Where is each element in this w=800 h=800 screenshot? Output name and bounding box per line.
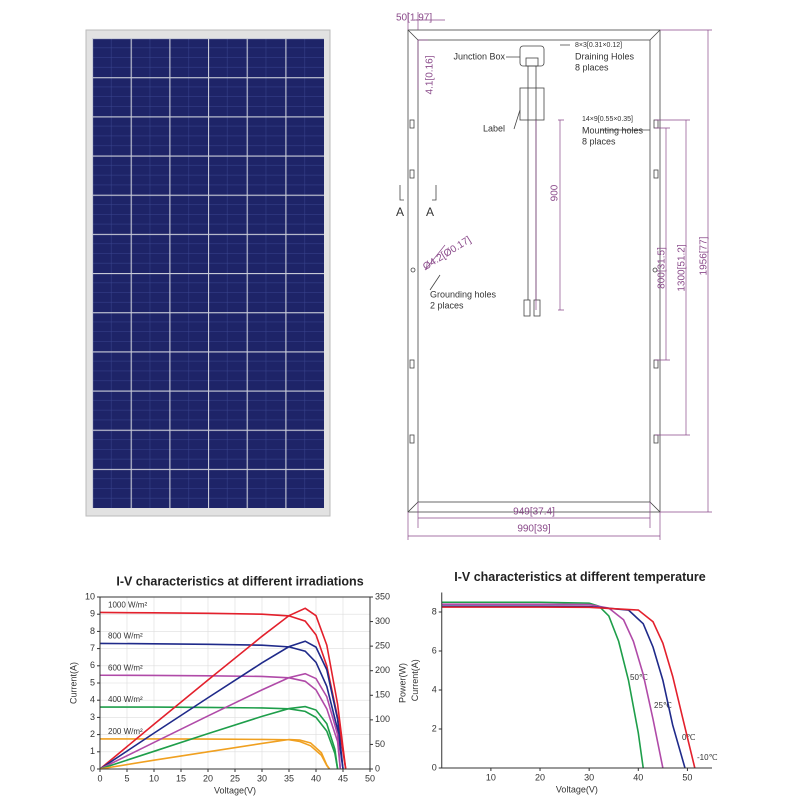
y2-tick-label: 350	[375, 591, 390, 601]
y-tick-label: 8	[90, 626, 95, 636]
x-tick-label: 35	[284, 773, 294, 783]
x-tick-label: 40	[311, 773, 321, 783]
y-tick-label: 2	[432, 723, 437, 733]
series-line	[99, 705, 339, 770]
x-tick-label: 10	[149, 773, 159, 783]
series-label: 50℃	[630, 673, 648, 682]
y-tick-label: 8	[432, 606, 437, 616]
y-axis-label: Current(A)	[410, 659, 420, 701]
x-tick-label: 20	[203, 773, 213, 783]
x-tick-label: 45	[338, 773, 348, 783]
y2-tick-label: 200	[375, 665, 390, 675]
x-tick-label: 30	[584, 772, 594, 782]
series-line	[99, 738, 331, 770]
series-label: 400 W/m²	[108, 695, 143, 704]
x-tick-label: 30	[257, 773, 267, 783]
y-tick-label: 4	[90, 695, 95, 705]
series-line	[99, 672, 342, 770]
callout: Junction Box	[453, 51, 505, 61]
y-tick-label: 10	[85, 591, 95, 601]
y-tick-label: 3	[90, 712, 95, 722]
y-tick-label: 2	[90, 729, 95, 739]
x-tick-label: 40	[633, 772, 643, 782]
series-line	[441, 606, 696, 769]
y2-axis-label: Power(W)	[397, 663, 407, 703]
series-line	[99, 674, 342, 770]
callout: 2 places	[430, 300, 464, 310]
series-line	[100, 738, 331, 770]
series-line	[99, 607, 347, 770]
y2-tick-label: 300	[375, 616, 390, 626]
dimension: 990[39]	[517, 524, 551, 535]
x-tick-label: 25	[230, 773, 240, 783]
dimension: 1956[77]	[699, 236, 710, 275]
y-tick-label: 0	[90, 763, 95, 773]
series-label: 25℃	[654, 701, 672, 710]
dimension: 4.1[0.16]	[425, 55, 436, 94]
x-tick-label: 50	[682, 772, 692, 782]
charts: I-V characteristics at different irradia…	[68, 570, 717, 796]
y-axis-label: Current(A)	[68, 662, 78, 704]
chart-title: I-V characteristics at different tempera…	[454, 570, 706, 584]
dimension: 50[1.97]	[396, 13, 432, 24]
y2-tick-label: 50	[375, 739, 385, 749]
plot-frame	[99, 596, 371, 770]
callout: Mounting holes	[582, 125, 644, 135]
callout: 8 places	[582, 136, 616, 146]
x-tick-label: 15	[176, 773, 186, 783]
x-tick-label: 0	[97, 773, 102, 783]
series-line	[441, 603, 664, 769]
callout: Grounding holes	[430, 289, 497, 299]
y2-tick-label: 250	[375, 641, 390, 651]
series-label: 200 W/m²	[108, 727, 143, 736]
series-label: 600 W/m²	[108, 663, 143, 672]
section-mark: A	[396, 205, 404, 219]
series-label: -10℃	[697, 753, 718, 762]
y-tick-label: 6	[432, 645, 437, 655]
series-line	[99, 642, 344, 770]
series-label: 800 W/m²	[108, 632, 143, 641]
panel-cells	[92, 38, 324, 508]
x-tick-label: 50	[365, 773, 375, 783]
y-tick-label: 0	[432, 762, 437, 772]
callout: Label	[483, 123, 505, 133]
callout: 8 places	[575, 62, 609, 72]
series-line	[100, 706, 339, 770]
y2-tick-label: 150	[375, 690, 390, 700]
x-tick-label: 5	[124, 773, 129, 783]
series-line	[441, 605, 686, 769]
plot-axes	[441, 592, 712, 769]
y-tick-label: 5	[90, 677, 95, 687]
dimension: 800[31.5]	[657, 247, 668, 289]
drawing: 50[1.97] 4.1[0.16] Junction Box 8×3[0.31…	[396, 12, 712, 540]
series-line	[99, 640, 344, 770]
callout: 14×9[0.55×0.35]	[582, 116, 633, 123]
callout: Draining Holes	[575, 51, 635, 61]
y-tick-label: 7	[90, 643, 95, 653]
callout: 8×3[0.31×0.12]	[575, 42, 622, 49]
y-tick-label: 1	[90, 746, 95, 756]
x-axis-label: Voltage(V)	[214, 785, 256, 795]
y-tick-label: 4	[432, 684, 437, 694]
x-axis-label: Voltage(V)	[556, 784, 598, 794]
dimension: Ø4.2[Ø0.17]	[421, 234, 473, 272]
x-tick-label: 20	[535, 772, 545, 782]
y-tick-label: 6	[90, 660, 95, 670]
dimension: 900	[550, 184, 561, 201]
series-label: 0℃	[682, 733, 695, 742]
dimension: 949[37.4]	[513, 507, 555, 518]
series-line	[441, 601, 645, 769]
series-label: 1000 W/m²	[108, 601, 147, 610]
x-tick-label: 10	[486, 772, 496, 782]
dimension: 1300[51.2]	[677, 244, 688, 291]
y2-tick-label: 100	[375, 714, 390, 724]
y-tick-label: 9	[90, 609, 95, 619]
section-mark: A	[426, 205, 434, 219]
y2-tick-label: 0	[375, 763, 380, 773]
chart-title: I-V characteristics at different irradia…	[116, 574, 363, 588]
